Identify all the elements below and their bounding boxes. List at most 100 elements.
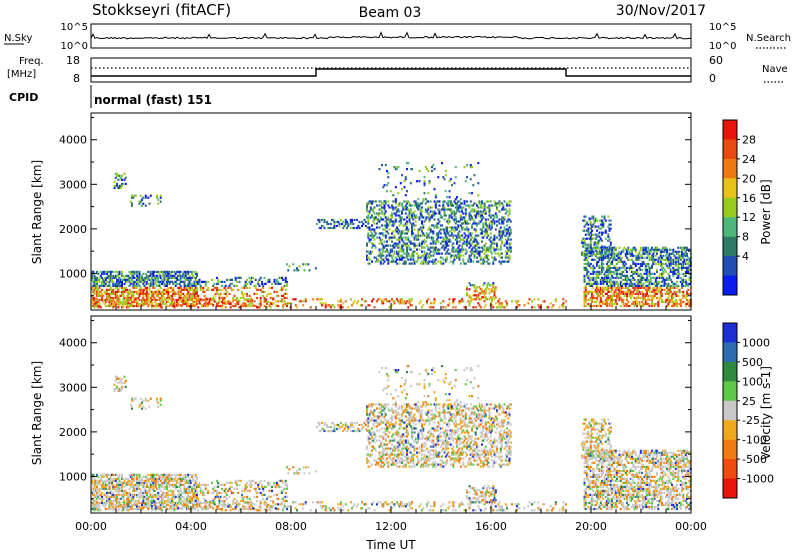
- power-cell: [106, 272, 108, 275]
- power-cell: [643, 302, 646, 306]
- power-cell: [619, 272, 622, 275]
- power-cell: [471, 224, 473, 227]
- power-cell: [626, 256, 628, 259]
- power-cell: [502, 222, 505, 225]
- power-cell: [584, 292, 587, 295]
- power-cell: [158, 298, 161, 302]
- power-cell: [177, 292, 180, 295]
- power-cell: [194, 296, 197, 300]
- power-cell: [642, 262, 645, 265]
- power-cell: [434, 242, 437, 245]
- velocity-cell: [108, 485, 111, 488]
- power-cell: [473, 244, 476, 247]
- power-cell: [413, 216, 416, 219]
- power-cell: [604, 292, 607, 295]
- power-cell: [408, 216, 411, 219]
- power-cell: [437, 234, 440, 237]
- power-cell: [462, 260, 465, 263]
- power-cell: [609, 243, 612, 246]
- power-cell: [144, 272, 147, 275]
- power-cell: [661, 298, 663, 302]
- power-cell: [669, 248, 672, 251]
- power-cell: [376, 204, 378, 207]
- power-cell: [476, 212, 478, 215]
- power-cell: [589, 290, 592, 293]
- power-cell: [144, 298, 147, 302]
- velocity-cell: [122, 493, 125, 496]
- power-cell: [668, 266, 671, 269]
- power-cell: [186, 270, 188, 273]
- y-tick-label: 2000: [59, 223, 87, 236]
- power-cell: [648, 270, 651, 273]
- power-cell: [419, 202, 422, 205]
- velocity-cell: [108, 479, 111, 482]
- power-cell: [116, 294, 118, 297]
- power-cell: [654, 248, 657, 251]
- power-cell: [453, 214, 456, 217]
- velocity-cell: [104, 473, 107, 476]
- power-cell: [582, 243, 585, 246]
- power-cell: [487, 254, 490, 257]
- power-cell: [614, 268, 617, 271]
- power-cell: [412, 218, 415, 221]
- power-cell: [467, 258, 470, 261]
- power-cell: [382, 258, 385, 261]
- power-cell: [154, 292, 157, 295]
- power-cell: [587, 282, 590, 285]
- power-cell: [479, 210, 482, 213]
- power-cell: [412, 212, 415, 215]
- power-cell: [624, 268, 627, 271]
- power-cell: [427, 200, 430, 203]
- power-cell: [461, 222, 463, 225]
- power-cell: [473, 210, 476, 213]
- power-cell: [498, 222, 501, 225]
- power-cell: [683, 266, 686, 269]
- power-cell: [192, 290, 195, 293]
- power-cell: [398, 262, 401, 265]
- power-cell: [664, 258, 667, 261]
- power-cell: [116, 274, 118, 277]
- power-cell: [121, 280, 123, 283]
- power-cell: [147, 282, 150, 285]
- power-cell: [207, 280, 210, 283]
- power-cell: [211, 278, 213, 281]
- power-cell: [482, 262, 485, 265]
- power-cell: [102, 282, 105, 285]
- power-cell: [607, 288, 610, 291]
- power-cell: [114, 172, 117, 175]
- power-cell: [493, 200, 496, 203]
- power-cell: [367, 236, 370, 239]
- velocity-cell: [112, 477, 115, 480]
- power-cell: [593, 300, 596, 304]
- power-cell: [194, 292, 197, 295]
- power-cell: [688, 282, 691, 285]
- power-cell: [596, 219, 598, 222]
- power-cell: [428, 180, 431, 183]
- power-cell: [186, 294, 188, 297]
- power-cell: [269, 292, 272, 295]
- power-cell: [474, 290, 477, 293]
- velocity-cell: [132, 497, 135, 500]
- power-cell: [198, 302, 201, 305]
- power-cell: [446, 208, 448, 211]
- power-cell: [139, 200, 142, 203]
- power-cell: [459, 224, 462, 227]
- power-cell: [634, 272, 637, 275]
- power-cell: [613, 294, 616, 297]
- power-cell: [387, 250, 390, 253]
- power-cell: [609, 290, 612, 293]
- power-cell: [99, 290, 102, 293]
- power-cell: [637, 292, 640, 295]
- velocity-cell: [104, 501, 107, 505]
- power-cell: [592, 223, 595, 226]
- power-cell: [638, 284, 641, 287]
- power-cell: [587, 256, 590, 259]
- power-cell: [226, 294, 228, 297]
- velocity-cell: [146, 489, 148, 492]
- power-cell: [463, 240, 466, 243]
- power-cell: [286, 280, 288, 283]
- power-cell: [618, 246, 621, 249]
- power-cell: [419, 226, 422, 229]
- power-cell: [608, 268, 611, 271]
- velocity-cell: [138, 477, 141, 480]
